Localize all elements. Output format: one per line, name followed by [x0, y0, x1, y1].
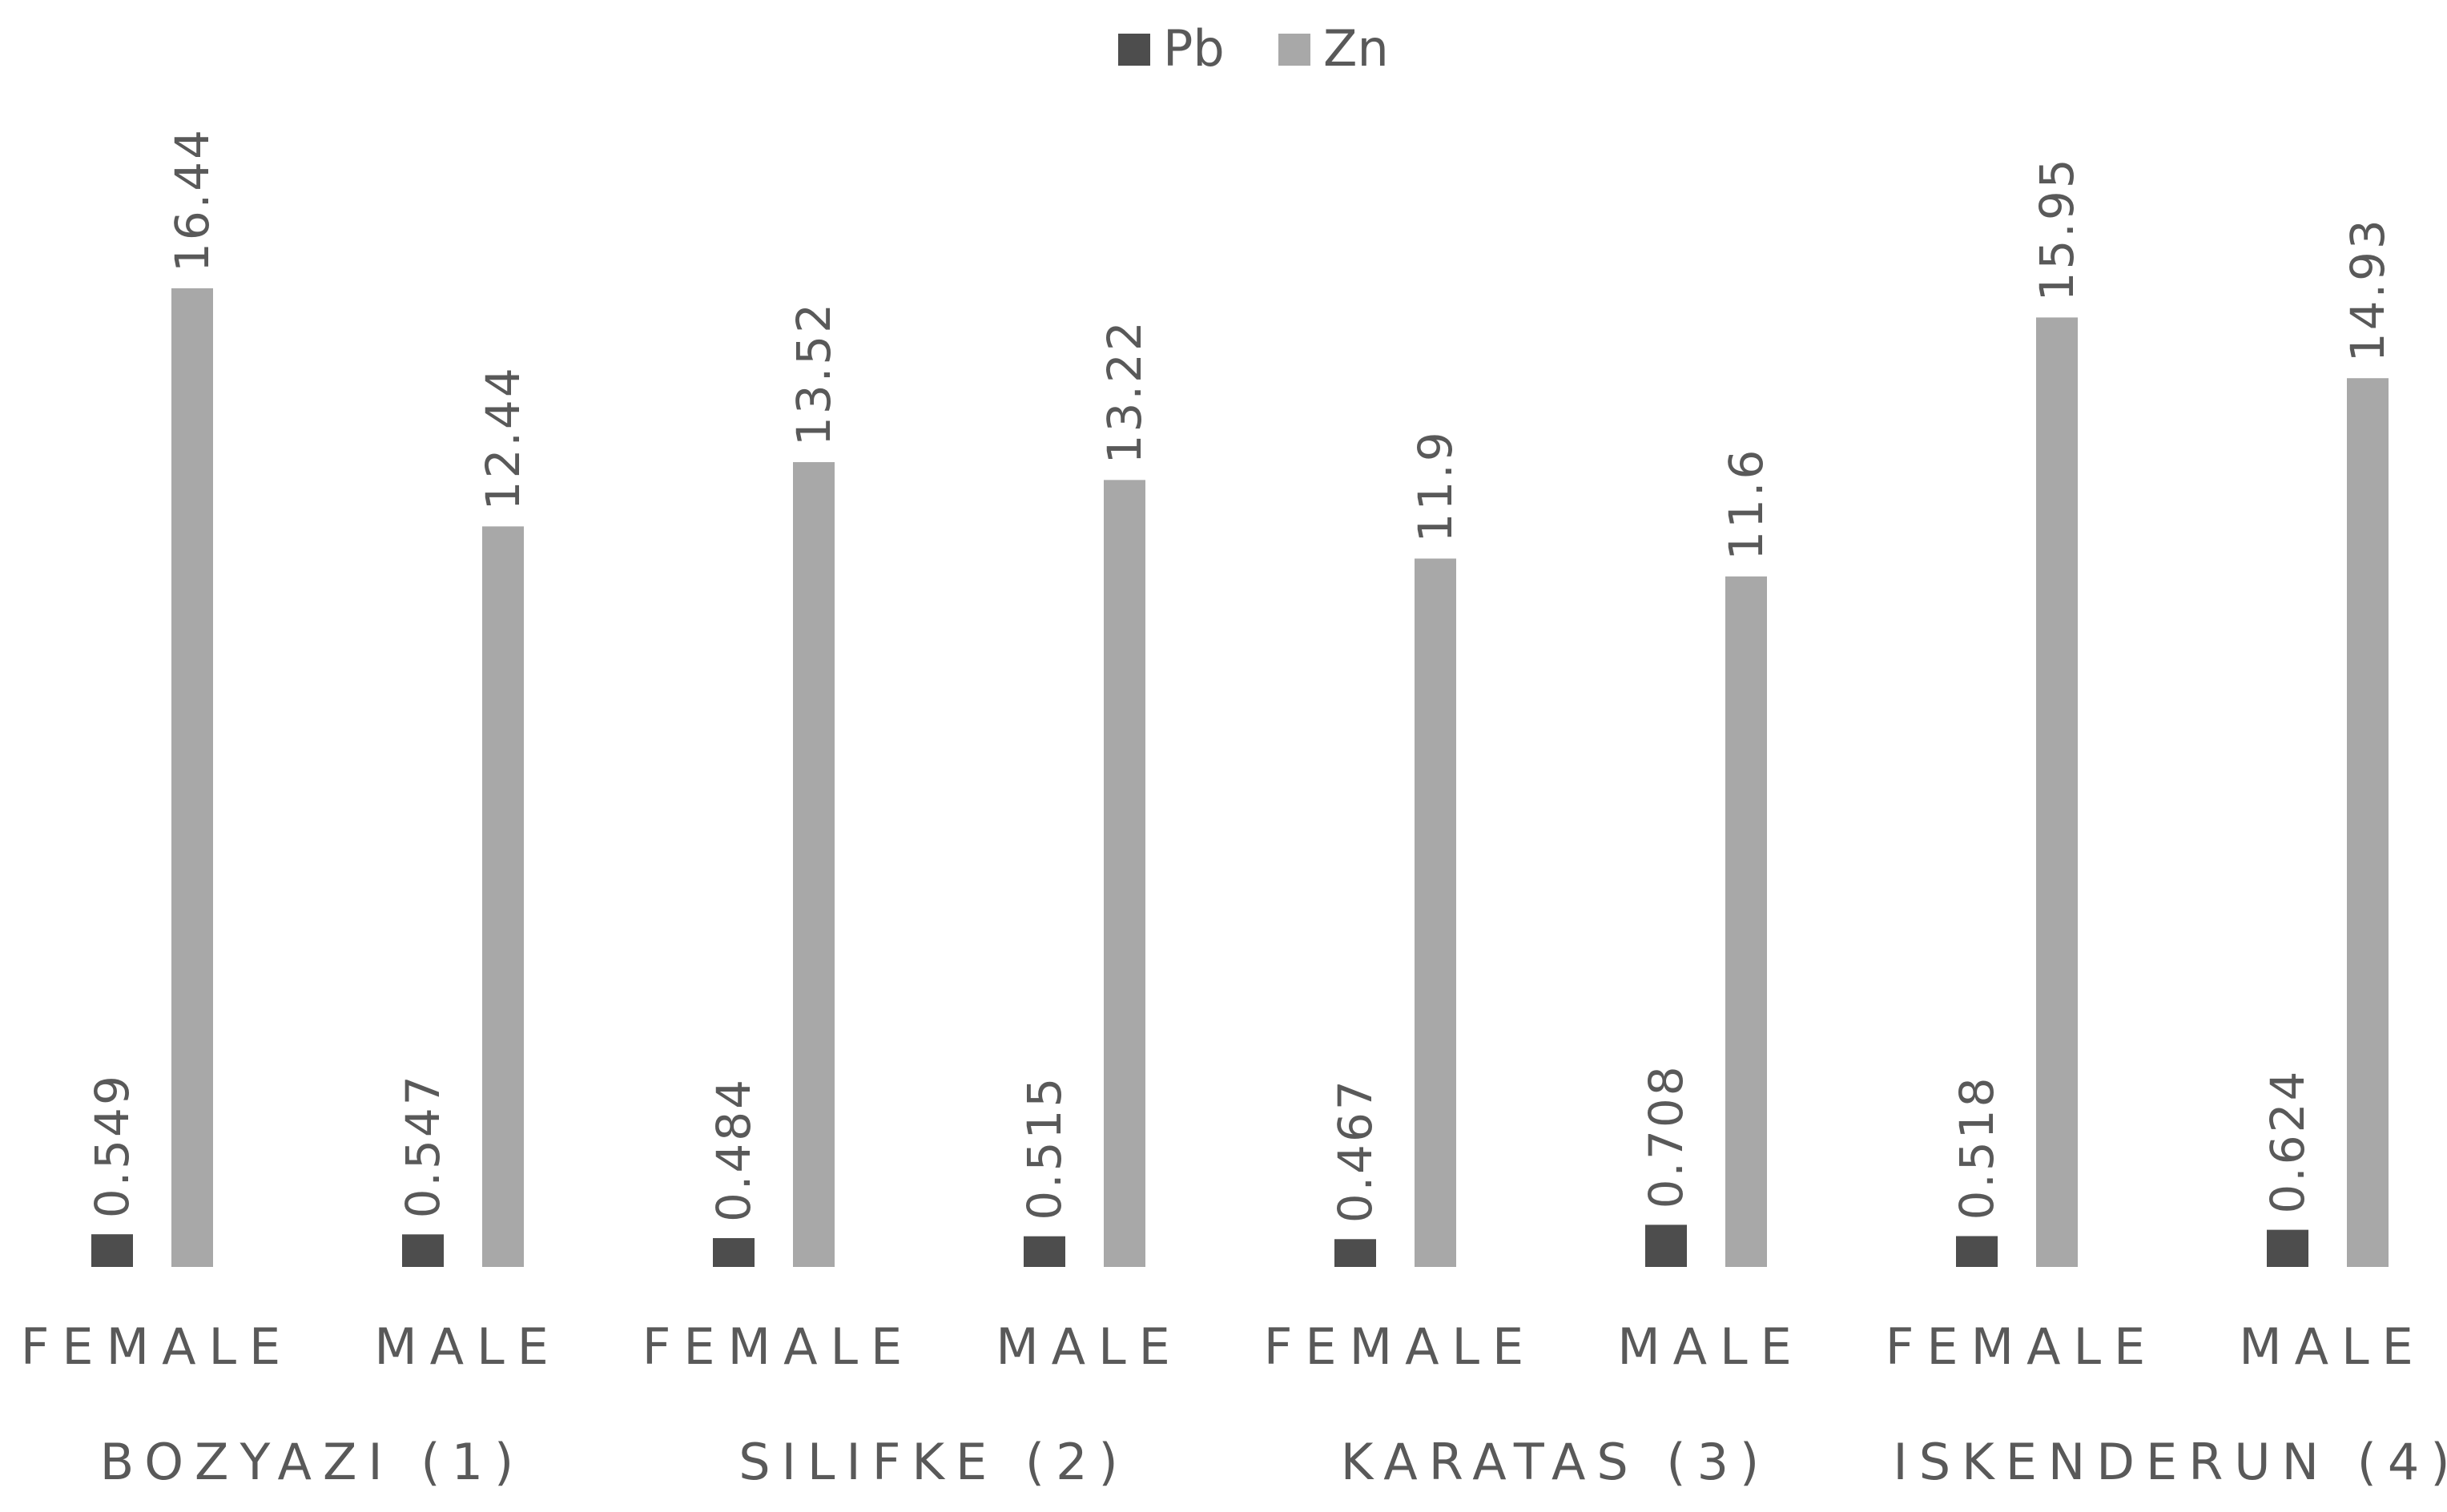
- x-tick-label-3: MALE: [996, 1317, 1183, 1376]
- x-tick-label-0: FEMALE: [21, 1317, 293, 1376]
- data-label-zn-6: 15.95: [2030, 156, 2084, 301]
- legend-swatch-zn: [1278, 34, 1310, 66]
- x-tick-label-5: MALE: [1617, 1317, 1805, 1376]
- bar-pb-7: [2267, 1229, 2308, 1267]
- bar-pb-6: [1956, 1236, 1998, 1267]
- bar-zn-6: [2036, 317, 2078, 1268]
- data-label-zn-0: 16.44: [165, 127, 219, 272]
- bars-layer: [91, 288, 2389, 1268]
- bar-pb-2: [713, 1238, 755, 1267]
- bar-pb-0: [91, 1234, 133, 1267]
- data-label-zn-1: 12.44: [476, 365, 530, 510]
- data-label-pb-1: 0.547: [396, 1073, 450, 1218]
- bar-zn-5: [1725, 576, 1767, 1267]
- x-axis: FEMALE MALE FEMALE MALE FEMALE MALE FEMALE MALE…: [21, 1317, 2447, 1491]
- legend-label-zn: Zn: [1323, 19, 1389, 78]
- bar-zn-1: [482, 526, 524, 1267]
- data-label-pb-2: 0.484: [706, 1077, 761, 1222]
- legend-label-pb: Pb: [1163, 19, 1225, 78]
- bar-pb-4: [1334, 1239, 1376, 1267]
- bar-zn-2: [793, 462, 835, 1267]
- data-label-pb-6: 0.518: [1950, 1075, 2004, 1220]
- x-group-label-3: ISKENDERUN (4): [1893, 1433, 2447, 1491]
- bar-zn-3: [1104, 480, 1145, 1267]
- data-label-zn-5: 11.6: [1719, 448, 1773, 561]
- x-group-label-2: KARATAS (3): [1341, 1433, 1771, 1491]
- data-label-zn-7: 14.93: [2340, 217, 2395, 362]
- x-tick-label-7: MALE: [2239, 1317, 2426, 1376]
- bar-zn-0: [171, 288, 213, 1267]
- data-label-pb-4: 0.467: [1328, 1078, 1382, 1223]
- bar-pb-1: [402, 1234, 444, 1267]
- x-tick-label-1: MALE: [374, 1317, 561, 1376]
- legend-swatch-pb: [1118, 34, 1150, 66]
- bar-zn-7: [2347, 378, 2389, 1268]
- data-label-pb-0: 0.549: [85, 1073, 139, 1218]
- data-label-pb-3: 0.515: [1017, 1076, 1072, 1220]
- data-label-pb-5: 0.708: [1639, 1064, 1693, 1208]
- bar-zn-4: [1415, 558, 1456, 1267]
- legend: Pb Zn: [1118, 19, 1389, 78]
- x-group-label-0: BOZYAZI (1): [100, 1433, 525, 1491]
- data-label-zn-4: 11.9: [1408, 429, 1463, 542]
- data-label-zn-2: 13.52: [787, 301, 841, 446]
- x-tick-label-4: FEMALE: [1264, 1317, 1536, 1376]
- data-labels-layer: 0.549 16.44 0.547 12.44 0.484 13.52 0.515 13.22…: [85, 127, 2395, 1223]
- x-tick-label-2: FEMALE: [642, 1317, 915, 1376]
- x-tick-label-6: FEMALE: [1886, 1317, 2158, 1376]
- x-group-label-1: SILIFKE (2): [739, 1433, 1129, 1491]
- bar-pb-3: [1024, 1236, 1065, 1267]
- data-label-pb-7: 0.624: [2260, 1069, 2315, 1214]
- bar-pb-5: [1645, 1224, 1687, 1267]
- data-label-zn-3: 13.22: [1097, 319, 1152, 464]
